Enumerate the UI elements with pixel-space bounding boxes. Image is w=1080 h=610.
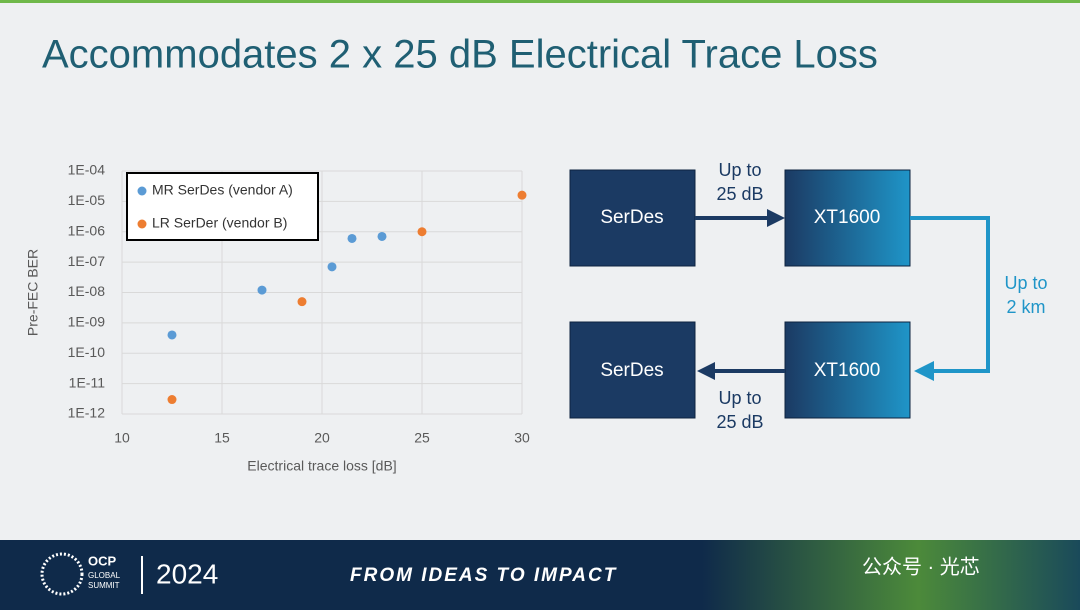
point: [297, 297, 307, 307]
y-tick-label: 1E-12: [68, 405, 106, 421]
year: 2024: [156, 558, 218, 589]
point: [347, 233, 357, 243]
y-tick-label: 1E-07: [68, 253, 106, 269]
node-label: SerDes: [600, 360, 663, 381]
watermark: 公众号 · 光芯: [862, 555, 980, 578]
y-tick-label: 1E-08: [68, 283, 106, 299]
x-tick-label: 30: [514, 430, 530, 446]
node-label: XT1600: [814, 360, 881, 381]
edge-label: 2 km: [1006, 297, 1045, 317]
connector: [910, 216, 990, 373]
logo-mark: [40, 552, 84, 596]
legend-label: LR SerDer (vendor B): [152, 215, 287, 231]
edge-label: 25 dB: [716, 412, 763, 432]
slogan: FROM IDEAS TO IMPACT: [350, 565, 617, 586]
x-axis-label: Electrical trace loss [dB]: [247, 458, 396, 474]
point: [327, 262, 337, 272]
x-tick-label: 10: [114, 430, 130, 446]
logo-text: OCP: [88, 553, 117, 568]
x-tick-label: 25: [414, 430, 430, 446]
y-tick-label: 1E-11: [69, 374, 106, 390]
legend-swatch: [137, 219, 147, 229]
y-tick-label: 1E-09: [68, 314, 106, 330]
top-border: [0, 0, 1080, 3]
logo-sub: SUMMIT: [88, 581, 120, 590]
node-box: [569, 321, 696, 419]
legend-box: [126, 172, 319, 241]
x-tick-label: 15: [214, 430, 230, 446]
y-tick-label: 1E-10: [68, 344, 106, 360]
y-tick-label: 1E-04: [68, 162, 106, 178]
footer-bar: [0, 540, 1080, 610]
arrowhead: [767, 209, 785, 227]
logo-sub: GLOBAL: [88, 571, 121, 580]
point: [377, 231, 387, 241]
chart: 1E-12 1E-11 1E-10 1E-09 1E-08 1E-07 1E-06 1E-05…: [25, 162, 530, 474]
x-tick-label: 20: [314, 430, 330, 446]
node-label: SerDes: [600, 207, 663, 228]
arrowhead: [697, 362, 715, 380]
footer: OCP GLOBAL SUMMIT 2024 FROM IDEAS TO IMP…: [0, 540, 1080, 610]
y-tick-label: 1E-05: [68, 192, 106, 208]
diagram: SerDes XT1600 XT1600 SerDes Up to 25 dB …: [569, 160, 1048, 432]
point: [417, 227, 427, 237]
node-label: XT1600: [814, 207, 881, 228]
legend-label: MR SerDes (vendor A): [152, 182, 293, 198]
point: [517, 190, 527, 200]
slide-title: Accommodates 2 x 25 dB Electrical Trace …: [42, 33, 878, 77]
legend-swatch: [137, 186, 147, 196]
edge-label: 25 dB: [716, 184, 763, 204]
arrowhead: [914, 361, 934, 381]
point: [257, 285, 267, 295]
edge-label: Up to: [1004, 273, 1047, 293]
y-tick-label: 1E-06: [68, 222, 106, 238]
point: [167, 330, 177, 340]
edge-label: Up to: [718, 388, 761, 408]
point: [167, 395, 177, 405]
y-axis-label: Pre-FEC BER: [25, 249, 41, 336]
edge-label: Up to: [718, 160, 761, 180]
node-box: [784, 321, 911, 419]
